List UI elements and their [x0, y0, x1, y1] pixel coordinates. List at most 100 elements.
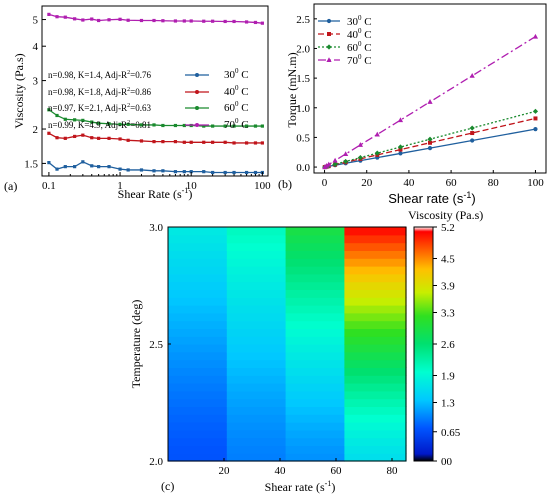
panel-a-point — [139, 123, 144, 127]
panel-b-point — [427, 99, 433, 104]
heatmap-cell — [344, 383, 407, 392]
heatmap-cell — [344, 390, 407, 400]
heatmap-cell — [168, 344, 228, 353]
panel-b-point — [343, 151, 349, 157]
panel-a-point — [126, 18, 130, 22]
panel-a-point — [223, 140, 227, 144]
panel-a-point — [244, 124, 249, 128]
panel-a-point — [81, 118, 85, 122]
panel-a-point — [260, 141, 264, 145]
heatmap-cell — [285, 422, 345, 431]
panel-a-point — [90, 17, 94, 21]
heatmap-cell — [226, 336, 287, 345]
panel-b-xtick-label: 20 — [361, 177, 373, 189]
heatmap-cell — [344, 242, 407, 251]
heatmap-cell — [285, 359, 345, 368]
panel-a-point — [223, 170, 227, 175]
panel-b-ylabel: Torque (mN.m) — [285, 52, 299, 127]
panel-a-point — [152, 18, 156, 23]
panel-a-point — [260, 124, 264, 128]
panel-a-point — [55, 113, 59, 118]
heatmap-cell — [285, 351, 345, 361]
panel-a-point — [63, 15, 67, 19]
heatmap-cell — [168, 453, 228, 462]
panel-a-point — [118, 122, 122, 126]
heatmap-cell — [285, 297, 345, 306]
panel-a-point — [232, 19, 236, 24]
panel-a-point — [211, 170, 215, 175]
heatmap-cell — [226, 429, 287, 439]
panel-b-legend-marker — [326, 57, 332, 62]
heatmap-cell — [285, 227, 345, 236]
panel-a-point — [173, 123, 178, 128]
panel-a-point — [253, 20, 258, 25]
panel-a-point — [107, 165, 111, 169]
panel-b-legend-label: 700 C — [347, 53, 372, 67]
panel-a-point — [260, 21, 264, 25]
heatmap-cell — [226, 375, 287, 384]
heatmap-cell — [168, 437, 228, 446]
heatmap-cell — [168, 242, 228, 251]
heatmap-cell — [344, 297, 407, 306]
heatmap-cell — [285, 289, 345, 298]
panel-b-point — [533, 116, 538, 121]
heatmap-cell — [285, 437, 345, 446]
colorbar-tick-label: 00 — [441, 456, 453, 468]
panel-b-xtick-label: 60 — [446, 177, 458, 189]
heatmap-cell — [226, 273, 287, 283]
heatmap-cell — [285, 234, 345, 244]
panel-c-xtick-label: 80 — [387, 465, 399, 477]
panel-a-point — [189, 170, 193, 174]
panel-b-legend-marker — [326, 18, 332, 24]
heatmap-cell — [285, 242, 345, 251]
heatmap-cell — [168, 406, 228, 415]
heatmap-cell — [168, 390, 228, 400]
heatmap-cell — [344, 351, 407, 361]
heatmap-cell — [226, 328, 287, 337]
heatmap-cell — [226, 258, 287, 267]
heatmap-cell — [344, 289, 407, 298]
panel-b-label: (b) — [278, 177, 292, 191]
panel-a-label: (a) — [4, 179, 17, 193]
heatmap-cell — [168, 234, 228, 244]
colorbar-tick-label: 4.5 — [441, 254, 455, 266]
heatmap-cell — [285, 344, 345, 353]
panel-b-point — [532, 33, 539, 39]
heatmap-cell — [168, 312, 228, 322]
panel-a-point — [161, 19, 165, 23]
colorbar-tick-label: 3.3 — [441, 308, 455, 320]
panel-a-point — [173, 140, 178, 144]
heatmap-cell — [226, 406, 287, 415]
panel-b-point — [532, 108, 539, 114]
panel-a-point — [47, 131, 51, 135]
panel-a-point — [189, 19, 193, 23]
panel-a-ytick-label: 5 — [33, 15, 39, 27]
heatmap-cell — [226, 344, 287, 353]
panel-a-point — [97, 18, 101, 23]
heatmap-cell — [168, 266, 228, 275]
panel-a-ylabel: Viscosity (Pa.s) — [12, 53, 26, 128]
panel-b-legend-label: 300 C — [347, 14, 372, 28]
panel-a-point — [126, 122, 130, 126]
panel-a-legend-label: 300 C — [224, 67, 249, 81]
heatmap-cell — [226, 312, 287, 322]
panel-c-ytick-label: 3.0 — [149, 222, 163, 234]
panel-a-xtick-label: 100 — [254, 180, 271, 192]
panel-c: 20 40 60 80 2.0 2.5 3.0 Temperature (deg) Shea… — [129, 208, 483, 494]
heatmap-cell — [344, 281, 407, 290]
heatmap-cell — [344, 336, 407, 345]
panel-a-point — [232, 124, 236, 128]
panel-a-xtick-label: 1 — [117, 180, 123, 192]
panel-b-point — [332, 161, 338, 167]
panel-a-point — [161, 123, 165, 128]
heatmap-cell — [226, 227, 287, 236]
panel-c-xtick-label: 40 — [275, 465, 287, 477]
heatmap-cell — [226, 297, 287, 306]
panel-b-frame — [313, 3, 547, 174]
panel-a-point — [244, 170, 249, 175]
panel-a-legend-label: 700 C — [224, 117, 249, 131]
panel-b-point — [397, 117, 404, 123]
panel-a-point — [90, 164, 94, 168]
colorbar-tick-label: 3.9 — [441, 281, 455, 293]
panel-a-legend-label: 600 C — [224, 100, 249, 114]
